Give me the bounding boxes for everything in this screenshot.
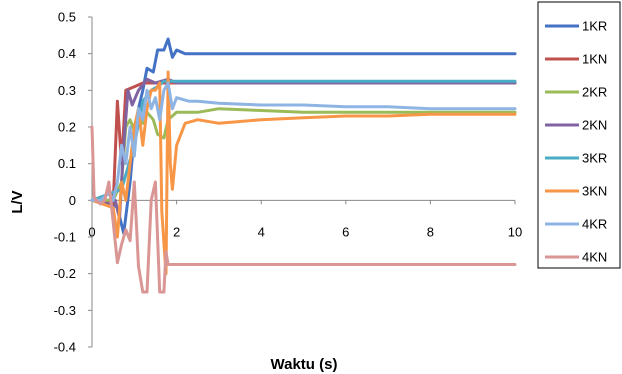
x-tick-label: 6 [342, 224, 349, 239]
legend-label: 2KR [582, 85, 607, 100]
y-tick-label: 0.5 [58, 10, 76, 25]
series-lines [90, 37, 517, 294]
x-tick-label: 4 [258, 224, 265, 239]
y-tick-label: -0.4 [54, 340, 76, 355]
y-tick-label: 0 [69, 193, 76, 208]
x-tick-labels: 0 2 4 6 8 10 [88, 200, 522, 239]
series-line-4kr [90, 81, 517, 202]
legend-label: 4KN [582, 250, 607, 265]
x-axis-title: Waktu (s) [271, 356, 338, 373]
x-tick-label: 0 [88, 224, 95, 239]
legend-box [537, 1, 621, 269]
series-line-2kr [90, 107, 517, 202]
legend: 1KR 1KN 2KR 2KN 3KR 3KN 4KR 4KN [537, 1, 621, 269]
y-axis-title: L/V [9, 190, 26, 213]
legend-label: 3KN [582, 184, 607, 199]
legend-label: 3KR [582, 151, 607, 166]
y-tick-label: 0.1 [58, 156, 76, 171]
legend-label: 1KR [582, 19, 607, 34]
y-tick-label: -0.1 [54, 230, 76, 245]
y-tick-label: -0.2 [54, 266, 76, 281]
y-tick-labels: 0.5 0.4 0.3 0.2 0.1 0 -0.1 -0.2 -0.3 -0.4 [54, 10, 92, 355]
legend-label: 4KR [582, 217, 607, 232]
x-tick-label: 10 [508, 224, 522, 239]
legend-label: 2KN [582, 118, 607, 133]
x-tick-label: 2 [173, 224, 180, 239]
y-tick-label: 0.2 [58, 120, 76, 135]
series-line-4kn [90, 125, 517, 294]
x-tick-label: 8 [427, 224, 434, 239]
legend-label: 1KN [582, 52, 607, 67]
y-tick-label: -0.3 [54, 303, 76, 318]
y-tick-label: 0.4 [58, 46, 76, 61]
y-tick-label: 0.3 [58, 83, 76, 98]
